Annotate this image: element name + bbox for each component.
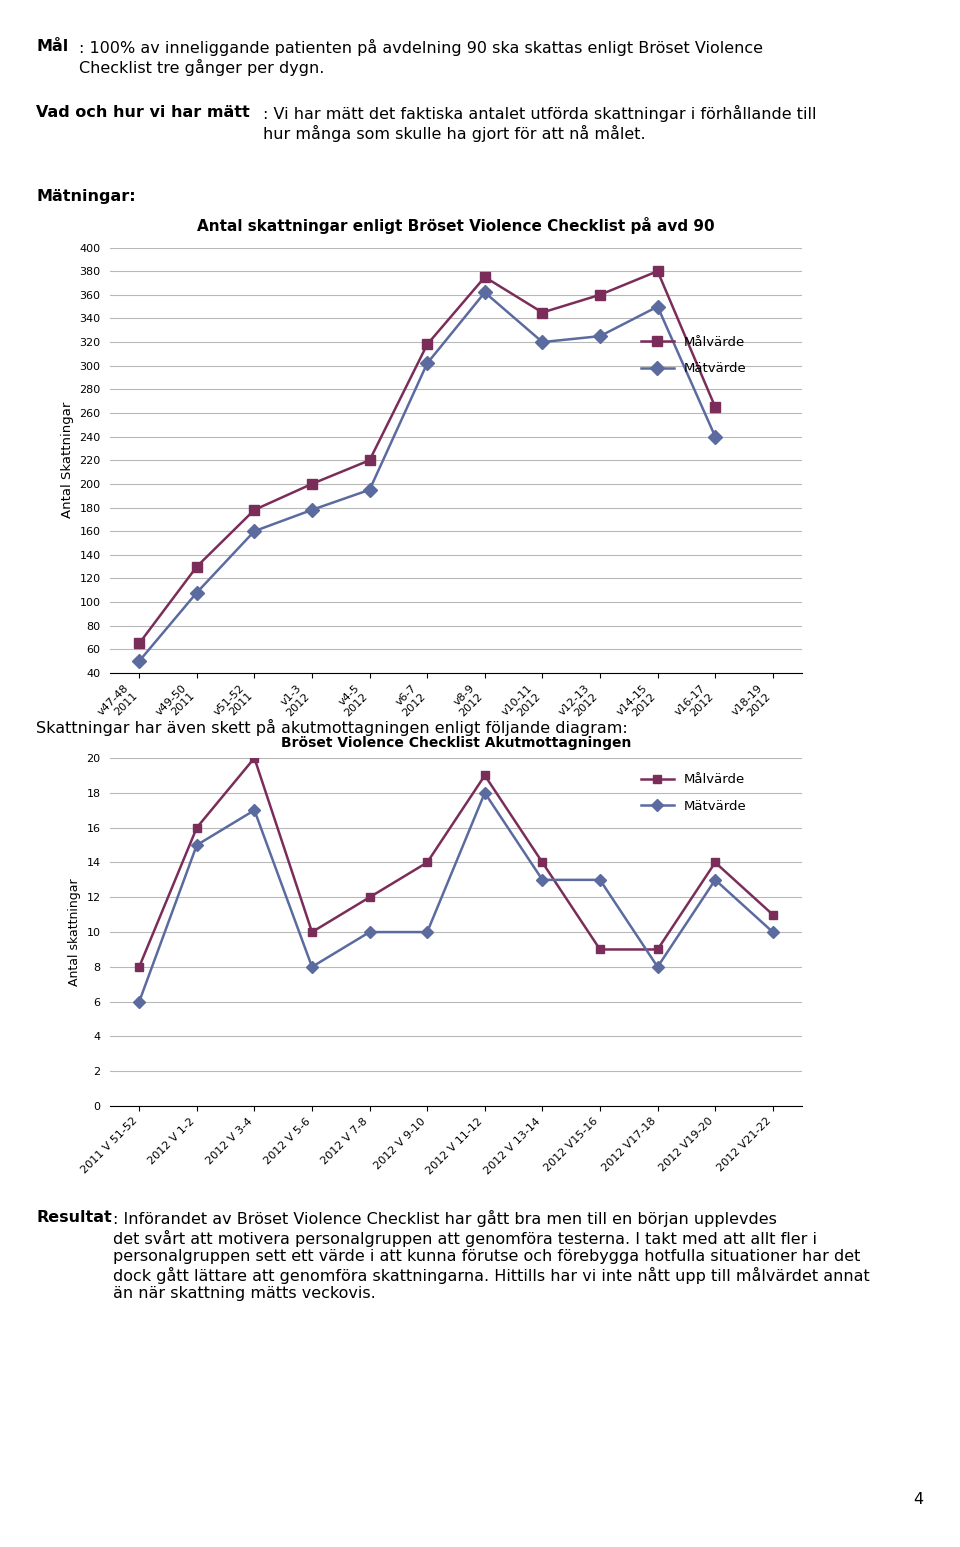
Text: Resultat: Resultat	[36, 1210, 112, 1225]
Title: Antal skattningar enligt Bröset Violence Checklist på avd 90: Antal skattningar enligt Bröset Violence…	[197, 217, 715, 234]
Legend: Målvärde, Mätvärde: Målvärde, Mätvärde	[636, 331, 753, 381]
Text: : Vi har mätt det faktiska antalet utförda skattningar i förhållande till
hur må: : Vi har mätt det faktiska antalet utför…	[263, 105, 817, 142]
Text: Mål: Mål	[36, 39, 69, 54]
Text: : 100% av inneliggande patienten på avdelning 90 ska skattas enligt Bröset Viole: : 100% av inneliggande patienten på avde…	[79, 39, 762, 76]
Title: Bröset Violence Checklist Akutmottagningen: Bröset Violence Checklist Akutmottagning…	[281, 736, 631, 750]
Y-axis label: Antal Skattningar: Antal Skattningar	[60, 402, 74, 518]
Y-axis label: Antal skattningar: Antal skattningar	[68, 879, 81, 985]
Text: 4: 4	[913, 1491, 924, 1507]
Text: Vad och hur vi har mätt: Vad och hur vi har mätt	[36, 105, 251, 121]
Legend: Målvärde, Mätvärde: Målvärde, Mätvärde	[636, 769, 753, 818]
Text: Skattningar har även skett på akutmottagningen enligt följande diagram:: Skattningar har även skett på akutmottag…	[36, 719, 628, 736]
Text: Mätningar:: Mätningar:	[36, 189, 136, 204]
Text: : Införandet av Bröset Violence Checklist har gått bra men till en början upplev: : Införandet av Bröset Violence Checklis…	[113, 1210, 870, 1301]
